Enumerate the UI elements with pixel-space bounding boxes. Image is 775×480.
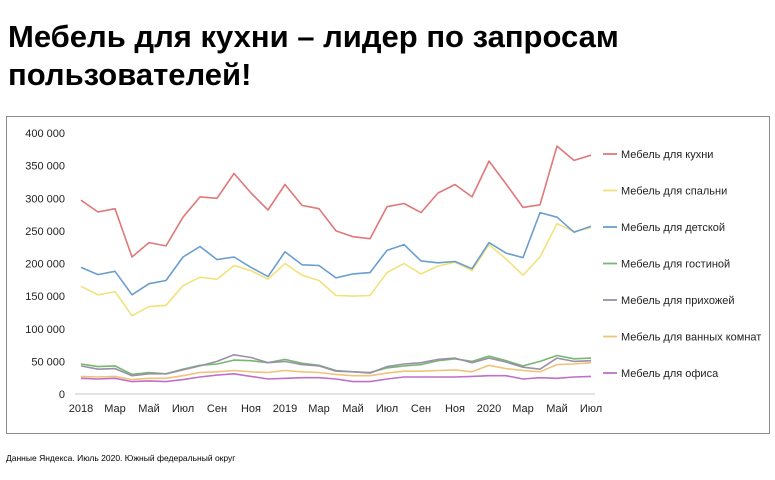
- y-tick-label: 350 000: [25, 161, 65, 173]
- source-note: Данные Яндекса. Июль 2020. Южный федерал…: [6, 453, 236, 463]
- series-lines: [80, 145, 592, 383]
- series-line: [80, 354, 592, 377]
- x-tick-label: Май: [546, 403, 568, 415]
- legend-label: Мебель для детской: [621, 222, 725, 234]
- legend-item: Мебель для спальни: [603, 186, 727, 198]
- x-tick-label: Мар: [104, 403, 126, 415]
- x-tick-label: Июл: [580, 403, 602, 415]
- legend-item: Мебель для детской: [603, 222, 725, 234]
- x-tick-label: Июл: [172, 403, 194, 415]
- line-chart: 0 50 000 100 000 150 000 200 000 250 000 300 0…: [25, 128, 761, 415]
- x-tick-label: Мар: [512, 403, 534, 415]
- chart-frame: 0 50 000 100 000 150 000 200 000 250 000 300 0…: [6, 116, 770, 434]
- y-tick-label: 400 000: [25, 128, 65, 140]
- legend-label: Мебель для гостиной: [621, 259, 730, 271]
- x-tick-label: Ноя: [241, 403, 261, 415]
- legend-item: Мебель для прихожей: [603, 295, 734, 307]
- x-tick-label: 2019: [273, 403, 297, 415]
- x-tick-label: Сен: [411, 403, 431, 415]
- legend-item: Мебель для офиса: [603, 368, 719, 380]
- series-line: [80, 361, 592, 381]
- y-tick-label: 0: [59, 389, 65, 401]
- x-tick-label: Май: [342, 403, 364, 415]
- series-line: [80, 145, 592, 258]
- series-line: [80, 222, 592, 317]
- legend-label: Мебель для ванных комнат: [621, 332, 761, 344]
- legend: Мебель для кухни Мебель для спальни Мебель…: [603, 149, 761, 380]
- y-tick-label: 200 000: [25, 259, 65, 271]
- x-tick-label: Ноя: [445, 403, 465, 415]
- y-tick-label: 100 000: [25, 324, 65, 336]
- series-line: [80, 372, 592, 383]
- x-tick-label: 2020: [477, 403, 501, 415]
- x-axis: 2018 Мар Май Июл Сен Ноя 2019 Мар Май Июл Сен Ноя 20…: [69, 393, 602, 415]
- y-tick-label: 300 000: [25, 193, 65, 205]
- legend-item: Мебель для ванных комнат: [603, 332, 761, 344]
- x-tick-label: Июл: [376, 403, 398, 415]
- y-tick-label: 150 000: [25, 291, 65, 303]
- legend-label: Мебель для офиса: [621, 368, 719, 380]
- y-tick-label: 250 000: [25, 226, 65, 238]
- x-tick-label: Сен: [207, 403, 227, 415]
- legend-item: Мебель для кухни: [603, 149, 713, 161]
- y-tick-label: 50 000: [31, 356, 65, 368]
- y-axis: 0 50 000 100 000 150 000 200 000 250 000 300 0…: [25, 128, 65, 401]
- x-tick-label: 2018: [69, 403, 93, 415]
- legend-item: Мебель для гостиной: [603, 259, 730, 271]
- series-line: [80, 211, 592, 296]
- page-title: Мебель для кухни – лидер по запросам пол…: [8, 19, 619, 92]
- x-tick-label: Мар: [308, 403, 330, 415]
- x-tick-label: Май: [138, 403, 160, 415]
- legend-label: Мебель для прихожей: [621, 295, 734, 307]
- legend-label: Мебель для спальни: [621, 186, 727, 198]
- legend-label: Мебель для кухни: [621, 149, 713, 161]
